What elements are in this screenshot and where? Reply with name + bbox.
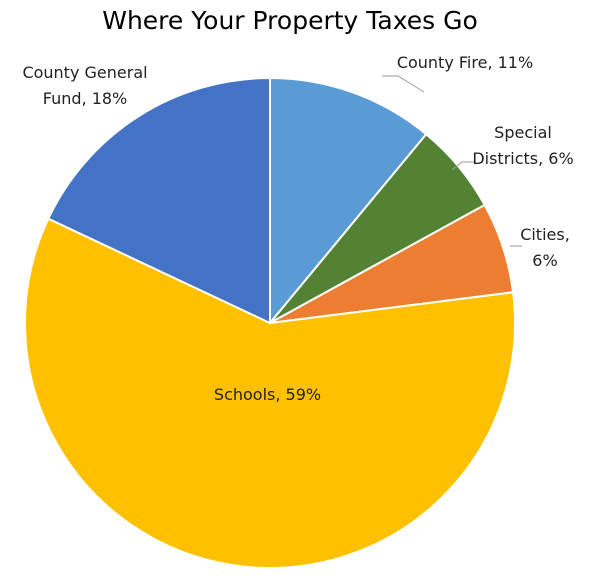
pie-slice [24,217,516,569]
pie-slice [269,76,428,326]
data-label-box: Special Districts, 6% [472,123,574,168]
data-label: Special Districts, 6% [472,123,574,168]
data-label-box: County General Fund, 18% [22,63,148,108]
leader-line [382,75,425,93]
data-label: Cities, 6% [520,225,570,270]
data-label: County General Fund, 18% [22,63,148,108]
data-label-box: Schools, 59% [213,385,322,404]
chart-title: Where Your Property Taxes Go [102,6,478,35]
leader-line [451,161,476,171]
data-label: Schools, 59% [213,385,322,404]
data-label-box: County Fire, 11% [396,53,534,72]
data-label-box: Cities, 6% [520,225,570,270]
data-label: County Fire, 11% [396,53,534,72]
pie-slice [46,76,271,325]
